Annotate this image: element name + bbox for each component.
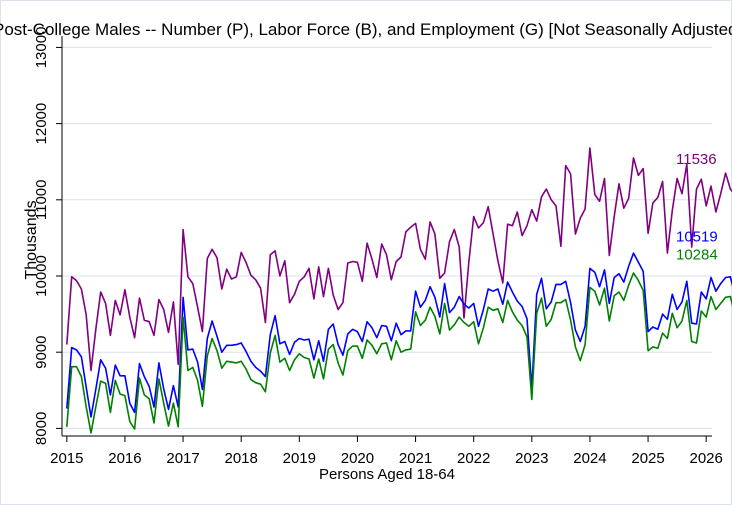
series-line-b xyxy=(66,252,732,418)
x-axis-ticks: 2015 2016 2017 2018 2019 2020 2021 2022 2023 2024… xyxy=(50,436,723,467)
x-tick-label: 2019 xyxy=(283,450,316,467)
x-tick-label: 2020 xyxy=(341,450,374,467)
series-line-g xyxy=(66,272,732,434)
y-tick-label: 12000 xyxy=(33,103,50,145)
y-axis-title: Thousands xyxy=(23,200,40,279)
x-axis-title: Persons Aged 18-64 xyxy=(319,466,455,483)
chart-title: Post-College Males -- Number (P), Labor … xyxy=(0,20,732,39)
series-line-p xyxy=(66,147,732,372)
end-label-p: 11536 xyxy=(676,151,717,168)
x-tick-label: 2025 xyxy=(631,450,664,467)
x-tick-label: 2016 xyxy=(108,450,141,467)
x-tick-label: 2022 xyxy=(457,450,490,467)
end-label-g: 10284 xyxy=(676,246,718,263)
end-label-b: 10519 xyxy=(676,228,718,245)
plot-area xyxy=(62,36,712,436)
x-tick-label: 2024 xyxy=(573,450,606,467)
axes xyxy=(61,36,712,437)
x-tick-label: 2023 xyxy=(515,450,548,467)
y-tick-label: 8000 xyxy=(33,412,50,445)
x-tick-label: 2021 xyxy=(399,450,432,467)
y-tick-label: 11000 xyxy=(33,180,50,221)
x-tick-label: 2026 xyxy=(690,450,723,467)
x-tick-label: 2018 xyxy=(225,450,258,467)
y-tick-label: 13000 xyxy=(33,27,50,69)
x-tick-label: 2015 xyxy=(50,450,83,467)
y-tick-label: 10000 xyxy=(33,255,50,297)
y-tick-label: 9000 xyxy=(33,336,50,369)
y-axis-ticks: 8000 9000 10000 11000 12000 13000 xyxy=(33,27,62,445)
gridlines xyxy=(62,46,712,429)
x-tick-label: 2017 xyxy=(166,450,199,467)
series-lines xyxy=(66,147,732,434)
